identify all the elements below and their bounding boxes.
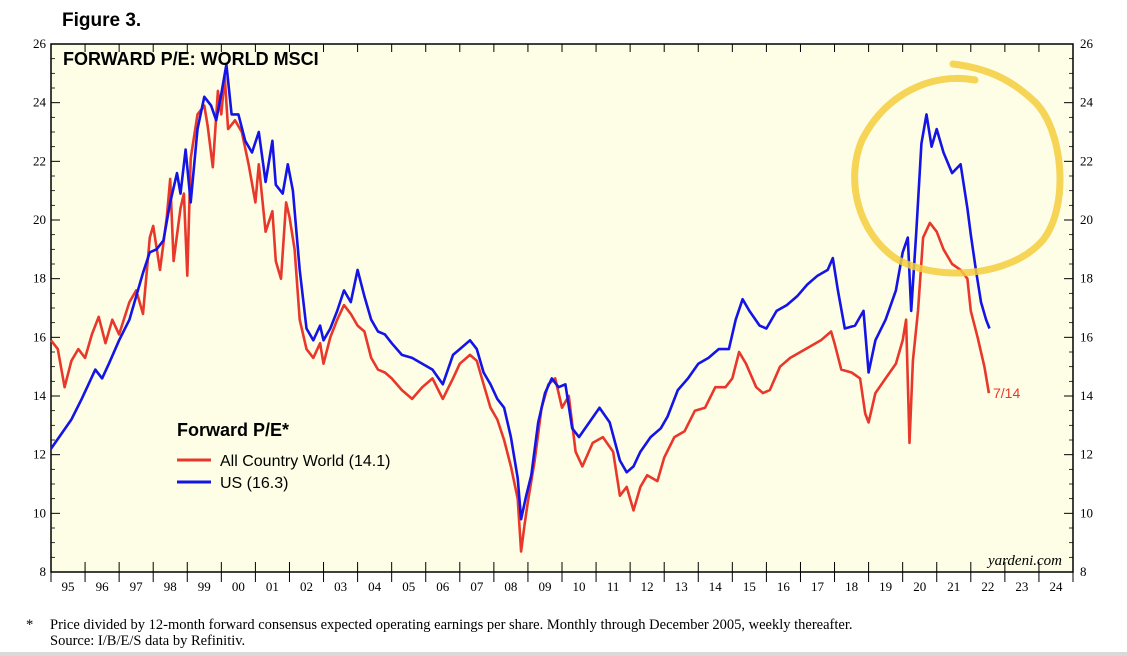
y-tick-label-right: 10 [1080, 505, 1093, 520]
x-tick-label: 17 [811, 579, 825, 594]
footnote-text: Price divided by 12-month forward consen… [50, 617, 853, 633]
y-tick-label-right: 16 [1080, 329, 1094, 344]
figure-label: Figure 3. [62, 10, 142, 31]
y-tick-label-left: 24 [33, 95, 47, 110]
x-tick-label: 22 [981, 579, 994, 594]
x-tick-label: 06 [436, 579, 450, 594]
x-tick-label: 98 [164, 579, 177, 594]
legend-label-world: All Country World (14.1) [220, 453, 390, 470]
y-tick-label-left: 18 [33, 271, 46, 286]
bottom-rule [0, 652, 1127, 656]
x-tick-label: 01 [266, 579, 279, 594]
y-tick-label-right: 26 [1080, 36, 1094, 51]
x-tick-label: 24 [1049, 579, 1063, 594]
x-tick-label: 11 [607, 579, 620, 594]
x-tick-label: 13 [675, 579, 688, 594]
x-tick-label: 18 [845, 579, 858, 594]
end-date-label: 7/14 [993, 385, 1020, 401]
pe-chart: 8 8 10 10 12 12 14 14 16 16 18 18 20 20 22 22 24 24 26 26 95… [33, 36, 1094, 594]
legend-label-us: US (16.3) [220, 475, 288, 492]
source-line: Source: I/B/E/S data by Refinitiv. [50, 633, 246, 649]
x-tick-label: 19 [879, 579, 892, 594]
x-tick-label: 95 [62, 579, 75, 594]
x-tick-label: 14 [709, 579, 723, 594]
plot-background [50, 43, 1074, 573]
x-tick-label: 99 [198, 579, 211, 594]
legend-title: Forward P/E* [177, 420, 289, 440]
x-tick-label: 23 [1015, 579, 1028, 594]
y-tick-label-right: 22 [1080, 153, 1093, 168]
x-tick-label: 20 [913, 579, 926, 594]
y-tick-label-right: 14 [1080, 388, 1094, 403]
series-line-us [49, 63, 991, 521]
y-tick-label-left: 16 [33, 329, 47, 344]
y-tick-label-right: 20 [1080, 212, 1093, 227]
y-tick-label-left: 20 [33, 212, 46, 227]
x-tick-label: 04 [368, 579, 382, 594]
y-tick-label-left: 26 [33, 36, 47, 51]
x-tick-label: 00 [232, 579, 245, 594]
x-tick-label: 97 [130, 579, 144, 594]
chart-title: FORWARD P/E: WORLD MSCI [63, 49, 319, 69]
x-tick-label: 08 [504, 579, 517, 594]
y-tick-label-right: 18 [1080, 271, 1093, 286]
y-tick-label-right: 8 [1080, 564, 1087, 579]
x-tick-label: 16 [777, 579, 791, 594]
x-tick-label: 02 [300, 579, 313, 594]
x-tick-label: 05 [402, 579, 415, 594]
x-tick-label: 12 [641, 579, 654, 594]
axes-layer: 8 8 10 10 12 12 14 14 16 16 18 18 20 20 22 22 24 24 26 26 95… [33, 36, 1094, 594]
y-tick-label-left: 8 [40, 564, 47, 579]
x-tick-label: 03 [334, 579, 347, 594]
highlight-circle [851, 60, 1064, 277]
x-tick-label: 09 [538, 579, 551, 594]
x-tick-label: 07 [470, 579, 484, 594]
x-tick-label: 21 [947, 579, 960, 594]
footnote: * Price divided by 12-month forward conse… [26, 617, 852, 649]
x-tick-label: 10 [573, 579, 586, 594]
series-layer [49, 63, 991, 553]
watermark: yardeni.com [986, 553, 1062, 569]
x-tick-label: 15 [743, 579, 756, 594]
y-tick-label-right: 12 [1080, 447, 1093, 462]
y-tick-label-left: 14 [33, 388, 47, 403]
legend: Forward P/E* All Country World (14.1) US… [177, 420, 390, 492]
y-tick-label-left: 10 [33, 505, 46, 520]
x-tick-label: 96 [96, 579, 110, 594]
footnote-line: * Price divided by 12-month forward conse… [26, 617, 852, 633]
footnote-marker: * [26, 617, 34, 633]
y-tick-label-right: 24 [1080, 95, 1094, 110]
y-tick-label-left: 12 [33, 447, 46, 462]
y-tick-label-left: 22 [33, 153, 46, 168]
series-line-world [49, 75, 991, 553]
